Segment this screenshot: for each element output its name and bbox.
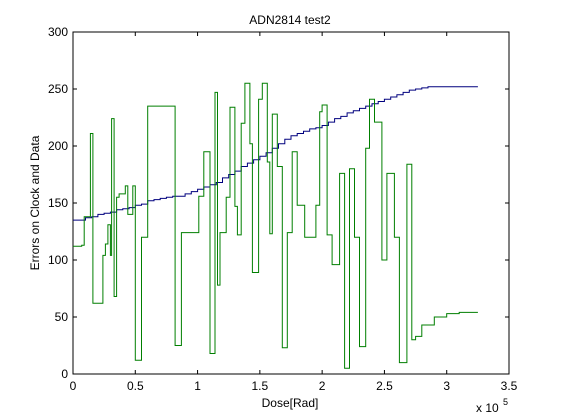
x-tick-label: 3.5 — [501, 379, 518, 393]
x-tick-label: 2.5 — [376, 379, 393, 393]
y-tick-label: 0 — [61, 367, 68, 381]
tick-layer: 0 0.5 1 1.5 2 2.5 3 3.5 0 50 100 150 200 250 300 — [48, 25, 518, 393]
x-tick-label: 0.5 — [127, 379, 144, 393]
y-tick-label: 250 — [48, 82, 68, 96]
x-tick-label: 0 — [70, 379, 77, 393]
y-tick-label: 150 — [48, 196, 68, 210]
y-axis-label: Errors on Clock and Data — [28, 135, 42, 270]
series-line-1 — [73, 86, 478, 221]
x-axis-label: Dose[Rad] — [262, 396, 319, 410]
series-line-2 — [73, 82, 478, 369]
plot-frame — [72, 31, 510, 375]
x-tick-label: 1 — [194, 379, 201, 393]
y-tick-label: 200 — [48, 139, 68, 153]
x-tick-label: 2 — [319, 379, 326, 393]
y-tick-label: 300 — [48, 25, 68, 39]
chart-title: ADN2814 test2 — [249, 13, 331, 27]
y-tick-label: 100 — [48, 253, 68, 267]
series-layer — [73, 82, 478, 369]
x-tick-label: 1.5 — [252, 379, 269, 393]
x-tick-label: 3 — [443, 379, 450, 393]
x-axis-multiplier: x 10 — [476, 401, 499, 415]
y-tick-label: 50 — [55, 310, 69, 324]
x-axis-multiplier-exponent: 5 — [503, 397, 508, 407]
